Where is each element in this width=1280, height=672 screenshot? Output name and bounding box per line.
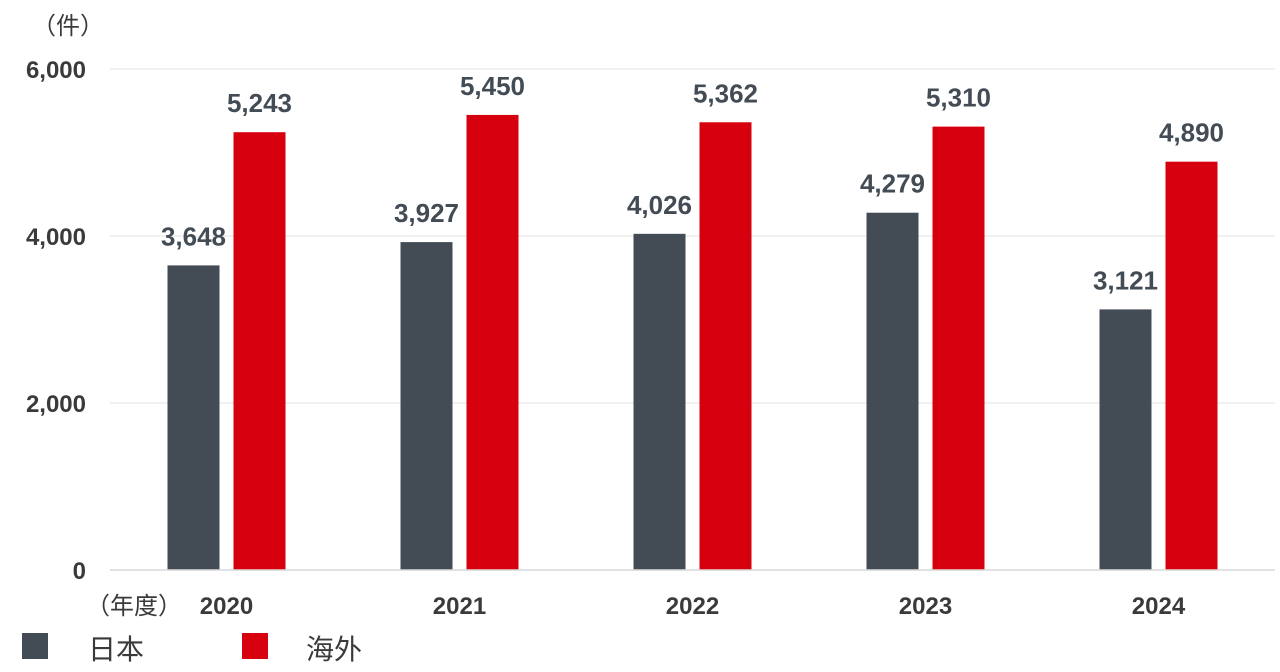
bar-overseas-2022 xyxy=(699,122,752,570)
bar-overseas-2021 xyxy=(466,114,519,571)
bars xyxy=(167,114,1218,571)
legend-label-japan: 日本 xyxy=(88,634,144,665)
data-label: 3,927 xyxy=(394,198,459,228)
data-label: 5,450 xyxy=(460,71,525,101)
data-labels: 3,648 5,243 3,927 5,450 4,026 5,362 4,279 5,310… xyxy=(161,71,1224,295)
y-tick-label: 2,000 xyxy=(26,391,86,418)
bar-japan-2023 xyxy=(866,212,919,571)
bar-japan-2022 xyxy=(633,233,686,571)
legend-label-overseas: 海外 xyxy=(306,634,362,665)
data-label: 5,243 xyxy=(227,88,292,118)
bar-japan-2024 xyxy=(1099,309,1152,570)
data-label: 3,121 xyxy=(1093,265,1158,295)
x-tick-label: 2022 xyxy=(666,593,719,620)
legend: 日本 海外 xyxy=(22,633,362,665)
y-tick-label: 6,000 xyxy=(26,57,86,84)
y-axis-unit-label: （件） xyxy=(32,13,104,40)
bar-japan-2020 xyxy=(167,265,220,570)
x-tick-label: 2020 xyxy=(200,593,253,620)
data-label: 4,890 xyxy=(1159,118,1224,148)
axes: 0 2,000 4,000 6,000 2020 2021 2022 2023 2024 xyxy=(26,57,1275,620)
legend-swatch-overseas xyxy=(242,633,268,659)
gridlines xyxy=(110,68,1275,404)
data-label: 5,362 xyxy=(693,78,758,108)
bar-japan-2021 xyxy=(400,242,453,570)
data-label: 5,310 xyxy=(926,83,991,113)
x-tick-label: 2023 xyxy=(899,593,952,620)
data-label: 4,026 xyxy=(627,190,692,220)
bar-overseas-2020 xyxy=(233,132,286,570)
y-tick-label: 4,000 xyxy=(26,224,86,251)
x-tick-label: 2024 xyxy=(1132,593,1186,620)
bar-overseas-2023 xyxy=(932,126,985,571)
legend-swatch-japan xyxy=(22,633,48,659)
data-label: 4,279 xyxy=(860,169,925,199)
x-axis-unit-label: （年度） xyxy=(86,593,182,620)
x-tick-label: 2021 xyxy=(433,593,486,620)
bar-overseas-2024 xyxy=(1165,161,1218,570)
data-label: 3,648 xyxy=(161,221,226,251)
y-tick-label: 0 xyxy=(73,558,86,585)
